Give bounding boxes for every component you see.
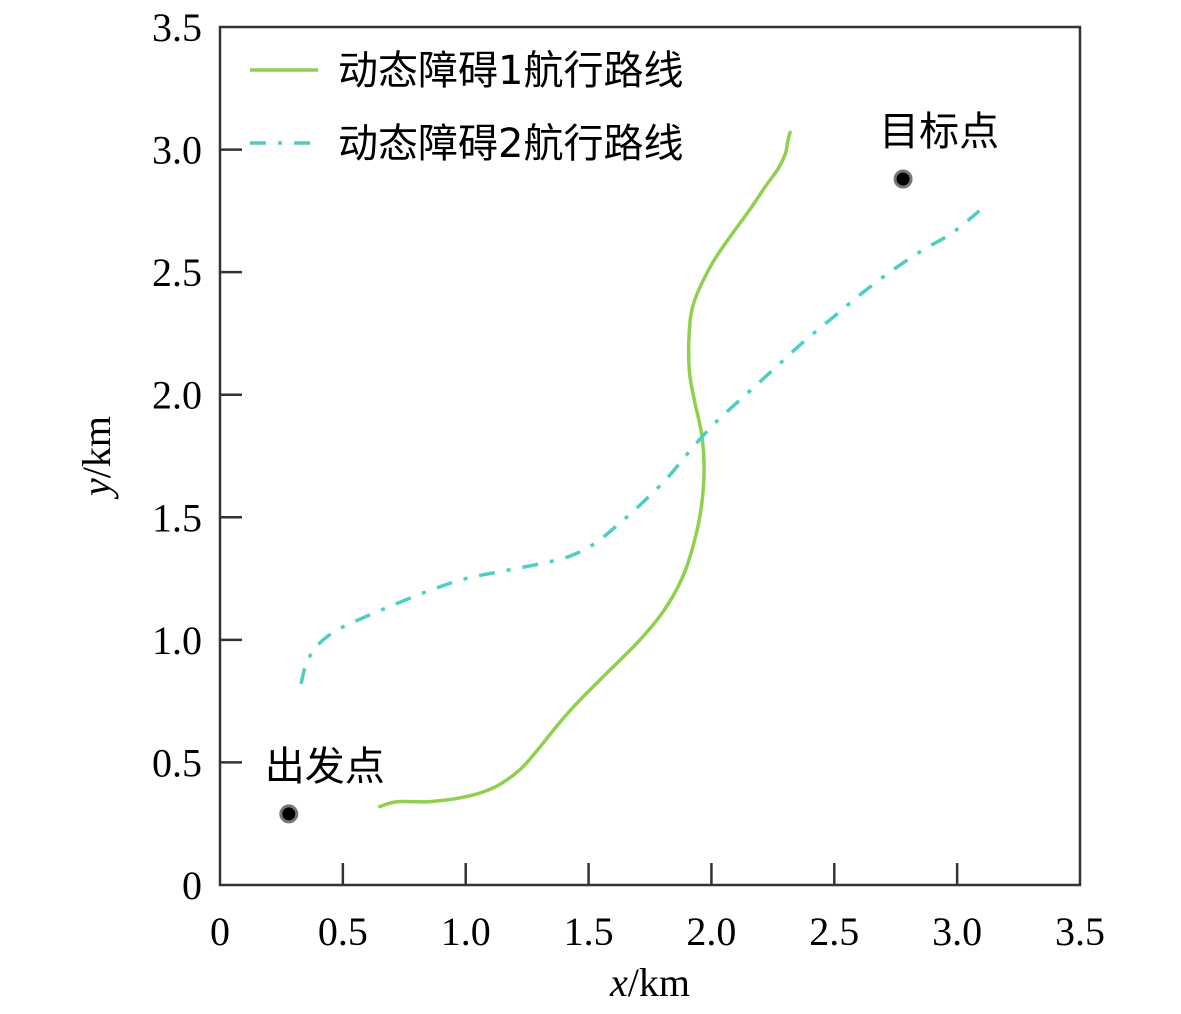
legend: 动态障碍1航行路线 动态障碍2航行路线 [250,48,683,167]
y-tick-label: 0 [182,863,202,908]
y-tick-label: 0.5 [152,740,202,785]
x-tick-label: 3.5 [1055,909,1105,954]
y-tick-label: 3.0 [152,128,202,173]
y-tick-label: 1.0 [152,618,202,663]
x-tick-label: 1.5 [564,909,614,954]
x-tick-label: 3.0 [932,909,982,954]
y-tick-label: 2.0 [152,373,202,418]
plot-frame [218,25,1082,887]
series-layer [299,130,981,809]
series-line-2 [299,209,981,685]
x-axis-label: x/km [609,960,690,1005]
y-axis-label: y/km [74,416,119,500]
legend-label-series-1: 动态障碍1航行路线 [338,48,683,94]
points-layer: 出发点 目标点 [265,109,999,824]
legend-label-series-2: 动态障碍2航行路线 [338,121,683,167]
y-tick-label: 3.5 [152,5,202,50]
x-tick-label: 0.5 [318,909,368,954]
y-tick-label: 1.5 [152,495,202,540]
point-marker-2 [893,169,913,189]
point-marker-1 [279,804,299,824]
axis-ticks [220,148,959,885]
y-tick-label: 2.5 [152,250,202,295]
x-tick-label: 1.0 [441,909,491,954]
series-line-1 [377,130,792,809]
x-tick-label: 2.0 [686,909,736,954]
point-label-1: 出发点 [265,744,385,790]
x-tick-label: 2.5 [809,909,859,954]
point-label-2: 目标点 [879,109,999,155]
x-tick-label: 0 [210,909,230,954]
tick-labels: 0 0.5 1.0 1.5 2.0 2.5 3.0 3.5 0 0.5 1.0 1.5 2.0 2.5 3.… [152,5,1105,954]
